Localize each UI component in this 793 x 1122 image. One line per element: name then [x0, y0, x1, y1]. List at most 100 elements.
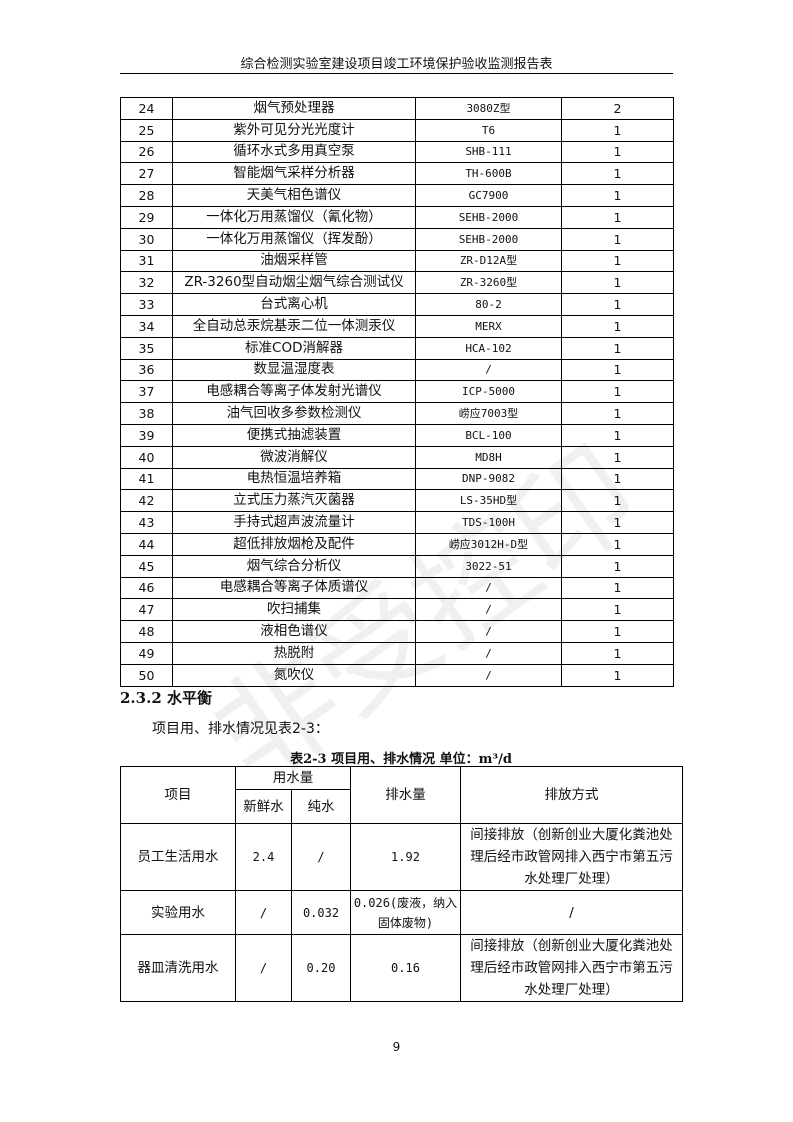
model: T6 — [415, 118, 562, 142]
quantity: 1 — [561, 227, 674, 251]
table-row: 28 天美气相色谱仪 GC7900 1 — [120, 184, 674, 207]
discharge: 0.026(废液，纳入固体废物) — [350, 890, 461, 935]
table-row: 31 油烟采样管 ZR-D12A型 1 — [120, 249, 674, 273]
equipment-name: 台式离心机 — [172, 293, 416, 316]
model: 崂应7003型 — [415, 402, 562, 425]
equipment-name: 紫外可见分光光度计 — [172, 118, 416, 142]
model: / — [415, 663, 562, 687]
document-header: 综合检测实验室建设项目竣工环境保护验收监测报告表 — [240, 57, 553, 72]
table-row: 实验用水/0.032 0.026(废液，纳入固体废物) / — [120, 890, 683, 935]
quantity: 1 — [561, 271, 674, 295]
model: 3080Z型 — [415, 97, 562, 120]
row-number: 33 — [120, 293, 173, 316]
header-fresh: 新鲜水 — [235, 789, 292, 824]
model: / — [415, 598, 562, 622]
row-number: 41 — [120, 467, 173, 491]
quantity: 1 — [561, 402, 674, 425]
quantity: 1 — [561, 663, 674, 687]
row-number: 40 — [120, 445, 173, 469]
equipment-name: 电感耦合等离子体质谱仪 — [172, 576, 416, 600]
row-number: 48 — [120, 620, 173, 643]
table-row: 29 一体化万用蒸馏仪（氰化物） SEHB-2000 1 — [120, 205, 674, 229]
row-number: 46 — [120, 576, 173, 600]
equipment-name: 天美气相色谱仪 — [172, 184, 416, 207]
table-row: 33 台式离心机 80-2 1 — [120, 293, 674, 316]
equipment-name: ZR-3260型自动烟尘烟气综合测试仪 — [172, 271, 416, 295]
row-number: 36 — [120, 358, 173, 382]
discharge-method: 间接排放（创新创业大厦化粪池处理后经市政管网排入西宁市第五污水处理厂处理） — [460, 934, 683, 1002]
item: 员工生活用水 — [120, 823, 236, 891]
table-row: 26 循环水式多用真空泵 SHB-111 1 — [120, 140, 674, 164]
model: 80-2 — [415, 293, 562, 316]
table-row: 37 电感耦合等离子体发射光谱仪 ICP-5000 1 — [120, 380, 674, 404]
quantity: 1 — [561, 576, 674, 600]
table-row: 47 吹扫捕集/1 — [120, 598, 674, 622]
discharge: 1.92 — [350, 823, 461, 891]
model: LS-35HD型 — [415, 489, 562, 513]
row-number: 45 — [120, 554, 173, 578]
table-row: 43 手持式超声波流量计 TDS-100H 1 — [120, 511, 674, 534]
row-number: 38 — [120, 402, 173, 425]
model: / — [415, 576, 562, 600]
pure-water: / — [291, 823, 351, 891]
page-number: 9 — [392, 1040, 401, 1054]
table-row: 25 紫外可见分光光度计 T6 1 — [120, 118, 674, 142]
fresh-water: / — [235, 934, 292, 1002]
equipment-name: 烟气预处理器 — [172, 97, 416, 120]
quantity: 1 — [561, 118, 674, 142]
model: TH-600B — [415, 162, 562, 186]
quantity: 1 — [561, 620, 674, 643]
quantity: 1 — [561, 554, 674, 578]
equipment-name: 烟气综合分析仪 — [172, 554, 416, 578]
equipment-name: 电感耦合等离子体发射光谱仪 — [172, 380, 416, 404]
quantity: 1 — [561, 445, 674, 469]
quantity: 1 — [561, 598, 674, 622]
row-number: 30 — [120, 227, 173, 251]
model: / — [415, 641, 562, 665]
header-divider — [120, 73, 673, 74]
table-row: 45 烟气综合分析仪 3022-51 1 — [120, 554, 674, 578]
row-number: 42 — [120, 489, 173, 513]
quantity: 1 — [561, 358, 674, 382]
model: SHB-111 — [415, 140, 562, 164]
quantity: 2 — [561, 97, 674, 120]
item: 器皿清洗用水 — [120, 934, 236, 1002]
quantity: 1 — [561, 249, 674, 273]
discharge-method: / — [460, 890, 683, 935]
equipment-name: 电热恒温培养箱 — [172, 467, 416, 491]
model: ZR-3260型 — [415, 271, 562, 295]
table-row: 41 电热恒温培养箱 DNP-9082 1 — [120, 467, 674, 491]
model: MERX — [415, 314, 562, 338]
pure-water: 0.032 — [291, 890, 351, 935]
equipment-name: 标准COD消解器 — [172, 336, 416, 360]
model: / — [415, 358, 562, 382]
quantity: 1 — [561, 184, 674, 207]
quantity: 1 — [561, 336, 674, 360]
equipment-name: 全自动总汞烷基汞二位一体测汞仪 — [172, 314, 416, 338]
table-row: 员工生活用水 2.4/1.92 间接排放（创新创业大厦化粪池处理后经市政管网排入西宁… — [120, 823, 683, 891]
row-number: 50 — [120, 663, 173, 687]
header-pure: 纯水 — [291, 789, 351, 824]
model: GC7900 — [415, 184, 562, 207]
quantity: 1 — [561, 467, 674, 491]
section-paragraph: 项目用、排水情况见表2-3： — [152, 721, 329, 737]
table-row: 36 数显温湿度表/1 — [120, 358, 674, 382]
table-row: 27 智能烟气采样分析器 TH-600B 1 — [120, 162, 674, 186]
quantity: 1 — [561, 511, 674, 534]
model: DNP-9082 — [415, 467, 562, 491]
quantity: 1 — [561, 293, 674, 316]
equipment-name: 立式压力蒸汽灭菌器 — [172, 489, 416, 513]
equipment-name: 数显温湿度表 — [172, 358, 416, 382]
table-row: 38 油气回收多参数检测仪 崂应7003型 1 — [120, 402, 674, 425]
table-row: 46 电感耦合等离子体质谱仪/1 — [120, 576, 674, 600]
equipment-name: 循环水式多用真空泵 — [172, 140, 416, 164]
equipment-name: 手持式超声波流量计 — [172, 511, 416, 534]
header-discharge: 排水量 — [350, 766, 461, 824]
discharge-method: 间接排放（创新创业大厦化粪池处理后经市政管网排入西宁市第五污水处理厂处理） — [460, 823, 683, 891]
model: 3022-51 — [415, 554, 562, 578]
equipment-name: 油气回收多参数检测仪 — [172, 402, 416, 425]
equipment-name: 智能烟气采样分析器 — [172, 162, 416, 186]
row-number: 25 — [120, 118, 173, 142]
table-row: 44 超低排放烟枪及配件 崂应3012H-D型 1 — [120, 532, 674, 556]
model: HCA-102 — [415, 336, 562, 360]
